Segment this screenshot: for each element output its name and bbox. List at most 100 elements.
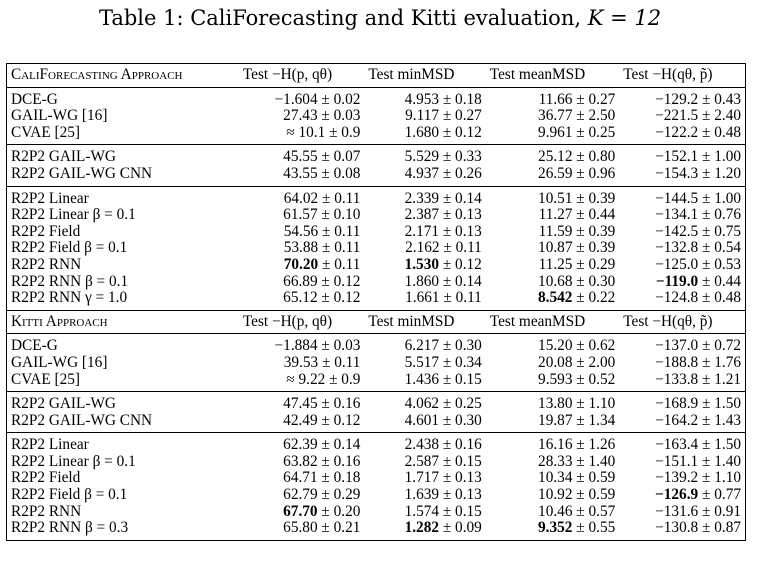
method-name: R2P2 RNN β = 0.1 <box>5 273 239 291</box>
best-value: 67.70 <box>283 502 318 520</box>
metric-cell: 2.438 ± 0.16 <box>364 432 486 454</box>
metric-cell: 10.46 ± 0.57 <box>538 502 616 520</box>
best-value: −126.9 <box>655 486 699 504</box>
metric-cell: 4.062 ± 0.25 <box>364 391 486 413</box>
header-row: Kitti Approach Test −H(p, qθ) Test minMSD T… <box>5 309 747 335</box>
metric-cell: −126.9 ± 0.77 <box>619 486 747 504</box>
table-row: R2P2 Field 64.71 ± 0.18 1.717 ± 0.13 10.34 … <box>5 469 747 488</box>
metric-cell: 9.352 ± 0.55 <box>485 519 620 541</box>
column-header: Test −H(p, qθ) <box>238 63 365 88</box>
column-header: Test meanMSD <box>485 309 620 335</box>
table-row: CVAE [25] ≈ 9.22 ± 0.9 1.436 ± 0.15 9.593 ±… <box>5 370 747 392</box>
metric-cell: 64.71 ± 0.18 <box>283 469 361 487</box>
table-row: R2P2 Field 54.56 ± 0.11 2.171 ± 0.13 11.59 … <box>5 222 747 241</box>
metric-cell: 25.12 ± 0.80 <box>485 144 620 166</box>
method-name: DCE-G <box>5 87 239 109</box>
metric-cell: 28.33 ± 1.40 <box>538 452 616 470</box>
metric-cell: 65.80 ± 0.21 <box>238 519 365 541</box>
table-row: R2P2 RNN β = 0.1 66.89 ± 0.12 1.860 ± 0.14… <box>5 272 747 291</box>
metric-cell: 54.56 ± 0.11 <box>283 222 361 240</box>
metric-cell: −142.5 ± 0.75 <box>619 223 747 241</box>
metric-cell: −137.0 ± 0.72 <box>619 333 747 355</box>
metric-cell: −139.2 ± 1.10 <box>619 470 747 488</box>
metric-cell: −122.2 ± 0.48 <box>619 124 747 145</box>
metric-cell: 62.79 ± 0.29 <box>283 486 361 504</box>
metric-cell: 16.16 ± 1.26 <box>485 432 620 454</box>
table-row: GAIL-WG [16] 39.53 ± 0.11 5.517 ± 0.34 20.0… <box>5 353 747 372</box>
metric-cell: 11.25 ± 0.29 <box>538 255 616 273</box>
metric-cell: 2.162 ± 0.11 <box>405 239 482 257</box>
method-name: R2P2 Linear <box>5 185 239 208</box>
metric-cell: 43.55 ± 0.08 <box>283 164 361 182</box>
table-row: R2P2 RNN γ = 1.0 65.12 ± 0.12 1.661 ± 0.11… <box>5 289 747 311</box>
metric-cell: −124.8 ± 0.48 <box>619 289 747 311</box>
metric-cell: −163.4 ± 1.50 <box>619 432 747 454</box>
metric-cell: 15.20 ± 0.62 <box>538 337 616 355</box>
table-row: R2P2 GAIL-WG CNN 42.49 ± 0.12 4.601 ± 0.30… <box>5 411 747 433</box>
method-name: R2P2 GAIL-WG <box>5 144 239 166</box>
metric-cell: 19.87 ± 1.34 <box>538 411 616 429</box>
best-value: −119.0 <box>655 272 699 290</box>
method-name: R2P2 GAIL-WG CNN <box>5 412 239 433</box>
metric-cell: 9.593 ± 0.52 <box>538 370 616 388</box>
metric-cell: −133.8 ± 1.21 <box>619 371 747 392</box>
metric-cell: −131.6 ± 0.91 <box>619 503 747 521</box>
table-row: R2P2 Linear β = 0.1 61.57 ± 0.10 2.387 ± 0… <box>5 206 747 224</box>
metric-cell: 61.57 ± 0.10 <box>283 206 361 224</box>
metric-cell: 42.49 ± 0.12 <box>283 411 361 429</box>
metric-cell: 8.542 ± 0.22 <box>538 289 616 307</box>
table-row: R2P2 Field β = 0.1 62.79 ± 0.29 1.639 ± 0.… <box>5 486 747 504</box>
metric-cell: 1.282 ± 0.09 <box>364 519 486 541</box>
method-name: GAIL-WG [16] <box>5 108 239 125</box>
table-row: GAIL-WG [16] 27.43 ± 0.03 9.117 ± 0.27 36.7… <box>5 107 747 125</box>
method-name: R2P2 RNN γ = 1.0 <box>5 289 239 311</box>
metric-cell: 4.937 ± 0.26 <box>404 164 482 182</box>
metric-cell: 70.20 ± 0.11 <box>283 255 361 273</box>
metric-cell: 1.574 ± 0.15 <box>404 502 482 520</box>
metric-cell: −188.8 ± 1.76 <box>619 354 747 372</box>
method-name: R2P2 GAIL-WG CNN <box>5 165 239 187</box>
metric-cell: 6.217 ± 0.30 <box>404 337 482 355</box>
method-name: R2P2 RNN <box>5 256 239 274</box>
metric-cell: 36.77 ± 2.50 <box>538 107 616 125</box>
metric-cell: ≈ 9.22 ± 0.9 <box>286 370 361 388</box>
column-header: Test meanMSD <box>485 63 620 88</box>
method-name: DCE-G <box>5 333 239 355</box>
method-name: R2P2 RNN <box>5 503 239 521</box>
metric-cell: 1.717 ± 0.13 <box>404 469 482 487</box>
table-caption: Table 1: CaliForecasting and Kitti evalu… <box>0 6 760 30</box>
metric-cell: 2.587 ± 0.15 <box>404 452 482 470</box>
table-row: R2P2 GAIL-WG 45.55 ± 0.07 5.529 ± 0.33 25.1… <box>5 144 747 166</box>
method-name: R2P2 Linear β = 0.1 <box>5 207 239 224</box>
metric-cell: 5.517 ± 0.34 <box>404 353 482 371</box>
metric-cell: −154.3 ± 1.20 <box>619 165 747 187</box>
table-row: CVAE [25] ≈ 10.1 ± 0.9 1.680 ± 0.12 9.961 ±… <box>5 123 747 145</box>
metric-cell: 11.27 ± 0.44 <box>538 206 616 224</box>
metric-cell: 2.171 ± 0.13 <box>404 222 482 240</box>
table-row: R2P2 GAIL-WG 47.45 ± 0.16 4.062 ± 0.25 13.8… <box>5 391 747 413</box>
metric-cell: −168.9 ± 1.50 <box>619 391 747 413</box>
table-row: DCE-G −1.604 ± 0.02 4.953 ± 0.18 11.66 ± 0.… <box>5 87 747 109</box>
table-row: DCE-G −1.884 ± 0.03 6.217 ± 0.30 15.20 ± 0.… <box>5 333 747 355</box>
metric-cell: −132.8 ± 0.54 <box>619 240 747 257</box>
table-section: Kitti Approach Test −H(p, qθ) Test minMSD T… <box>5 309 747 541</box>
metric-cell: −134.1 ± 0.76 <box>619 207 747 224</box>
column-header: Test minMSD <box>364 63 486 88</box>
metric-cell: 63.82 ± 0.16 <box>283 452 361 470</box>
method-name: R2P2 Field <box>5 470 239 488</box>
metric-cell: 64.02 ± 0.11 <box>238 185 365 208</box>
best-value: 70.20 <box>283 255 319 273</box>
metric-cell: 10.87 ± 0.39 <box>538 239 616 257</box>
table-row: R2P2 RNN β = 0.3 65.80 ± 0.21 1.282 ± 0.09… <box>5 519 747 541</box>
metric-cell: 11.59 ± 0.39 <box>538 222 616 240</box>
table-row: R2P2 GAIL-WG CNN 43.55 ± 0.08 4.937 ± 0.26… <box>5 164 747 187</box>
best-value: 1.530 <box>404 255 439 273</box>
best-value: 1.282 <box>404 519 439 537</box>
metric-cell: 1.661 ± 0.11 <box>405 289 482 307</box>
metric-cell: 1.436 ± 0.15 <box>404 370 482 388</box>
metric-cell: 62.39 ± 0.14 <box>238 432 365 454</box>
metric-cell: ≈ 10.1 ± 0.9 <box>286 123 361 141</box>
metric-cell: 66.89 ± 0.12 <box>283 272 361 290</box>
metric-cell: 10.92 ± 0.59 <box>538 486 616 504</box>
method-name: R2P2 Field β = 0.1 <box>5 486 239 504</box>
